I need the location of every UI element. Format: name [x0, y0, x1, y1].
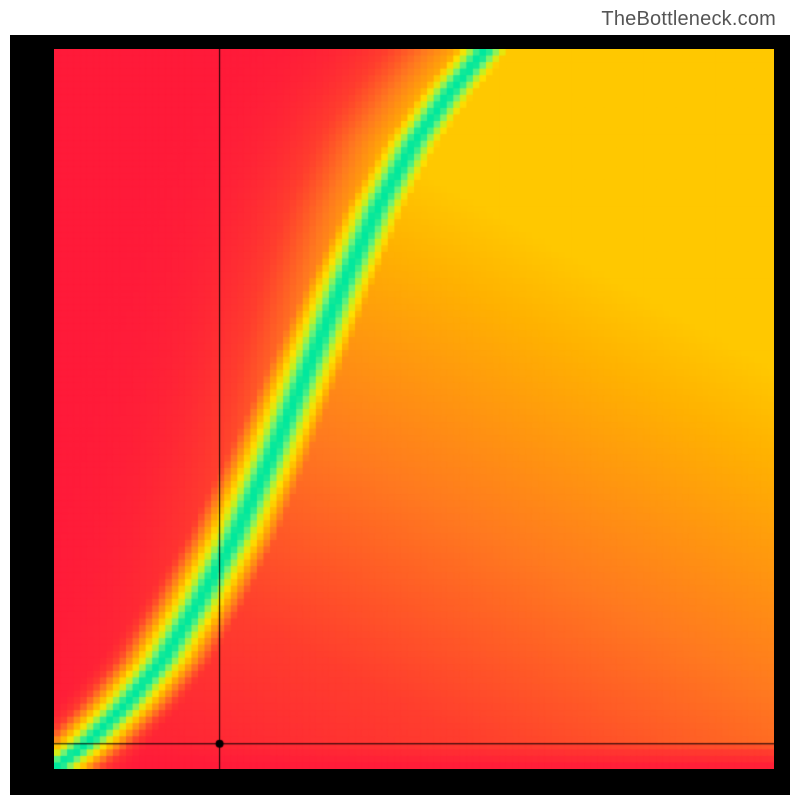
watermark-text: TheBottleneck.com [601, 8, 776, 31]
bottleneck-heatmap [10, 35, 790, 795]
heatmap-canvas [54, 49, 774, 769]
